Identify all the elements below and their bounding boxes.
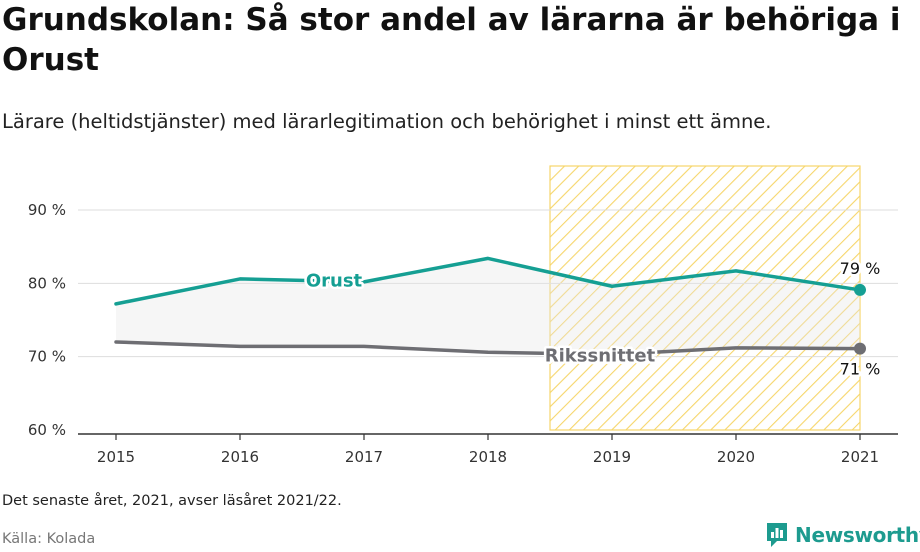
y-tick-label: 60 %: [28, 421, 66, 439]
chart-title: Grundskolan: Så stor andel av lärarna är…: [2, 2, 901, 78]
brand-logo: Newsworthy: [765, 521, 920, 549]
x-tick-label: 2017: [345, 448, 383, 466]
orust-series-label-text: Orust: [306, 270, 363, 291]
riks-end-label-halo: 71 %: [840, 360, 881, 379]
bar-chart-icon: [767, 523, 787, 547]
x-tick-label: 2018: [469, 448, 507, 466]
orust-line-end-point: [854, 283, 866, 296]
band-area: [116, 258, 860, 355]
orust-end-label: 79 %79 %: [837, 256, 883, 280]
riks-series-label-text: Rikssnittet: [545, 345, 656, 366]
orust-line: [114, 256, 862, 306]
riks-series-label-halo: Rikssnittet: [545, 345, 656, 366]
y-tick-label: 90 %: [28, 201, 66, 219]
chart-subtitle: Lärare (heltidstjänster) med lärarlegiti…: [2, 110, 772, 133]
orust-end-label-text: 79 %: [840, 259, 881, 278]
difference-band: [116, 258, 860, 355]
riksnitt-line: [114, 340, 862, 357]
y-tick-label: 70 %: [28, 348, 66, 366]
x-tick-label: 2015: [97, 448, 135, 466]
orust-series-label-halo: Orust: [306, 270, 363, 291]
riks-end-label-text: 71 %: [840, 360, 881, 379]
riksnitt-line-end-point: [854, 342, 866, 355]
x-tick-label: 2016: [221, 448, 259, 466]
x-axis: 2015 2016 2017 2018 2019 2020 2021: [78, 433, 898, 466]
x-tick-label: 2020: [717, 448, 755, 466]
y-tick-label: 80 %: [28, 274, 66, 292]
x-tick-label: 2021: [841, 448, 879, 466]
brand-name: Newsworthy: [795, 523, 920, 547]
x-tick-label: 2019: [593, 448, 631, 466]
gridlines: 60 % 70 % 80 % 90 %: [28, 201, 898, 439]
series-lines: [114, 256, 866, 357]
riks-end-label: 71 %71 %: [837, 357, 883, 381]
line-chart: 60 % 70 % 80 % 90 % 2015 2016 2017 2018 2019 202…: [28, 165, 898, 466]
orust-end-label-halo: 79 %: [840, 259, 881, 278]
source-label: Källa: Kolada: [2, 531, 96, 547]
footnote: Det senaste året, 2021, avser läsåret 20…: [2, 493, 342, 509]
